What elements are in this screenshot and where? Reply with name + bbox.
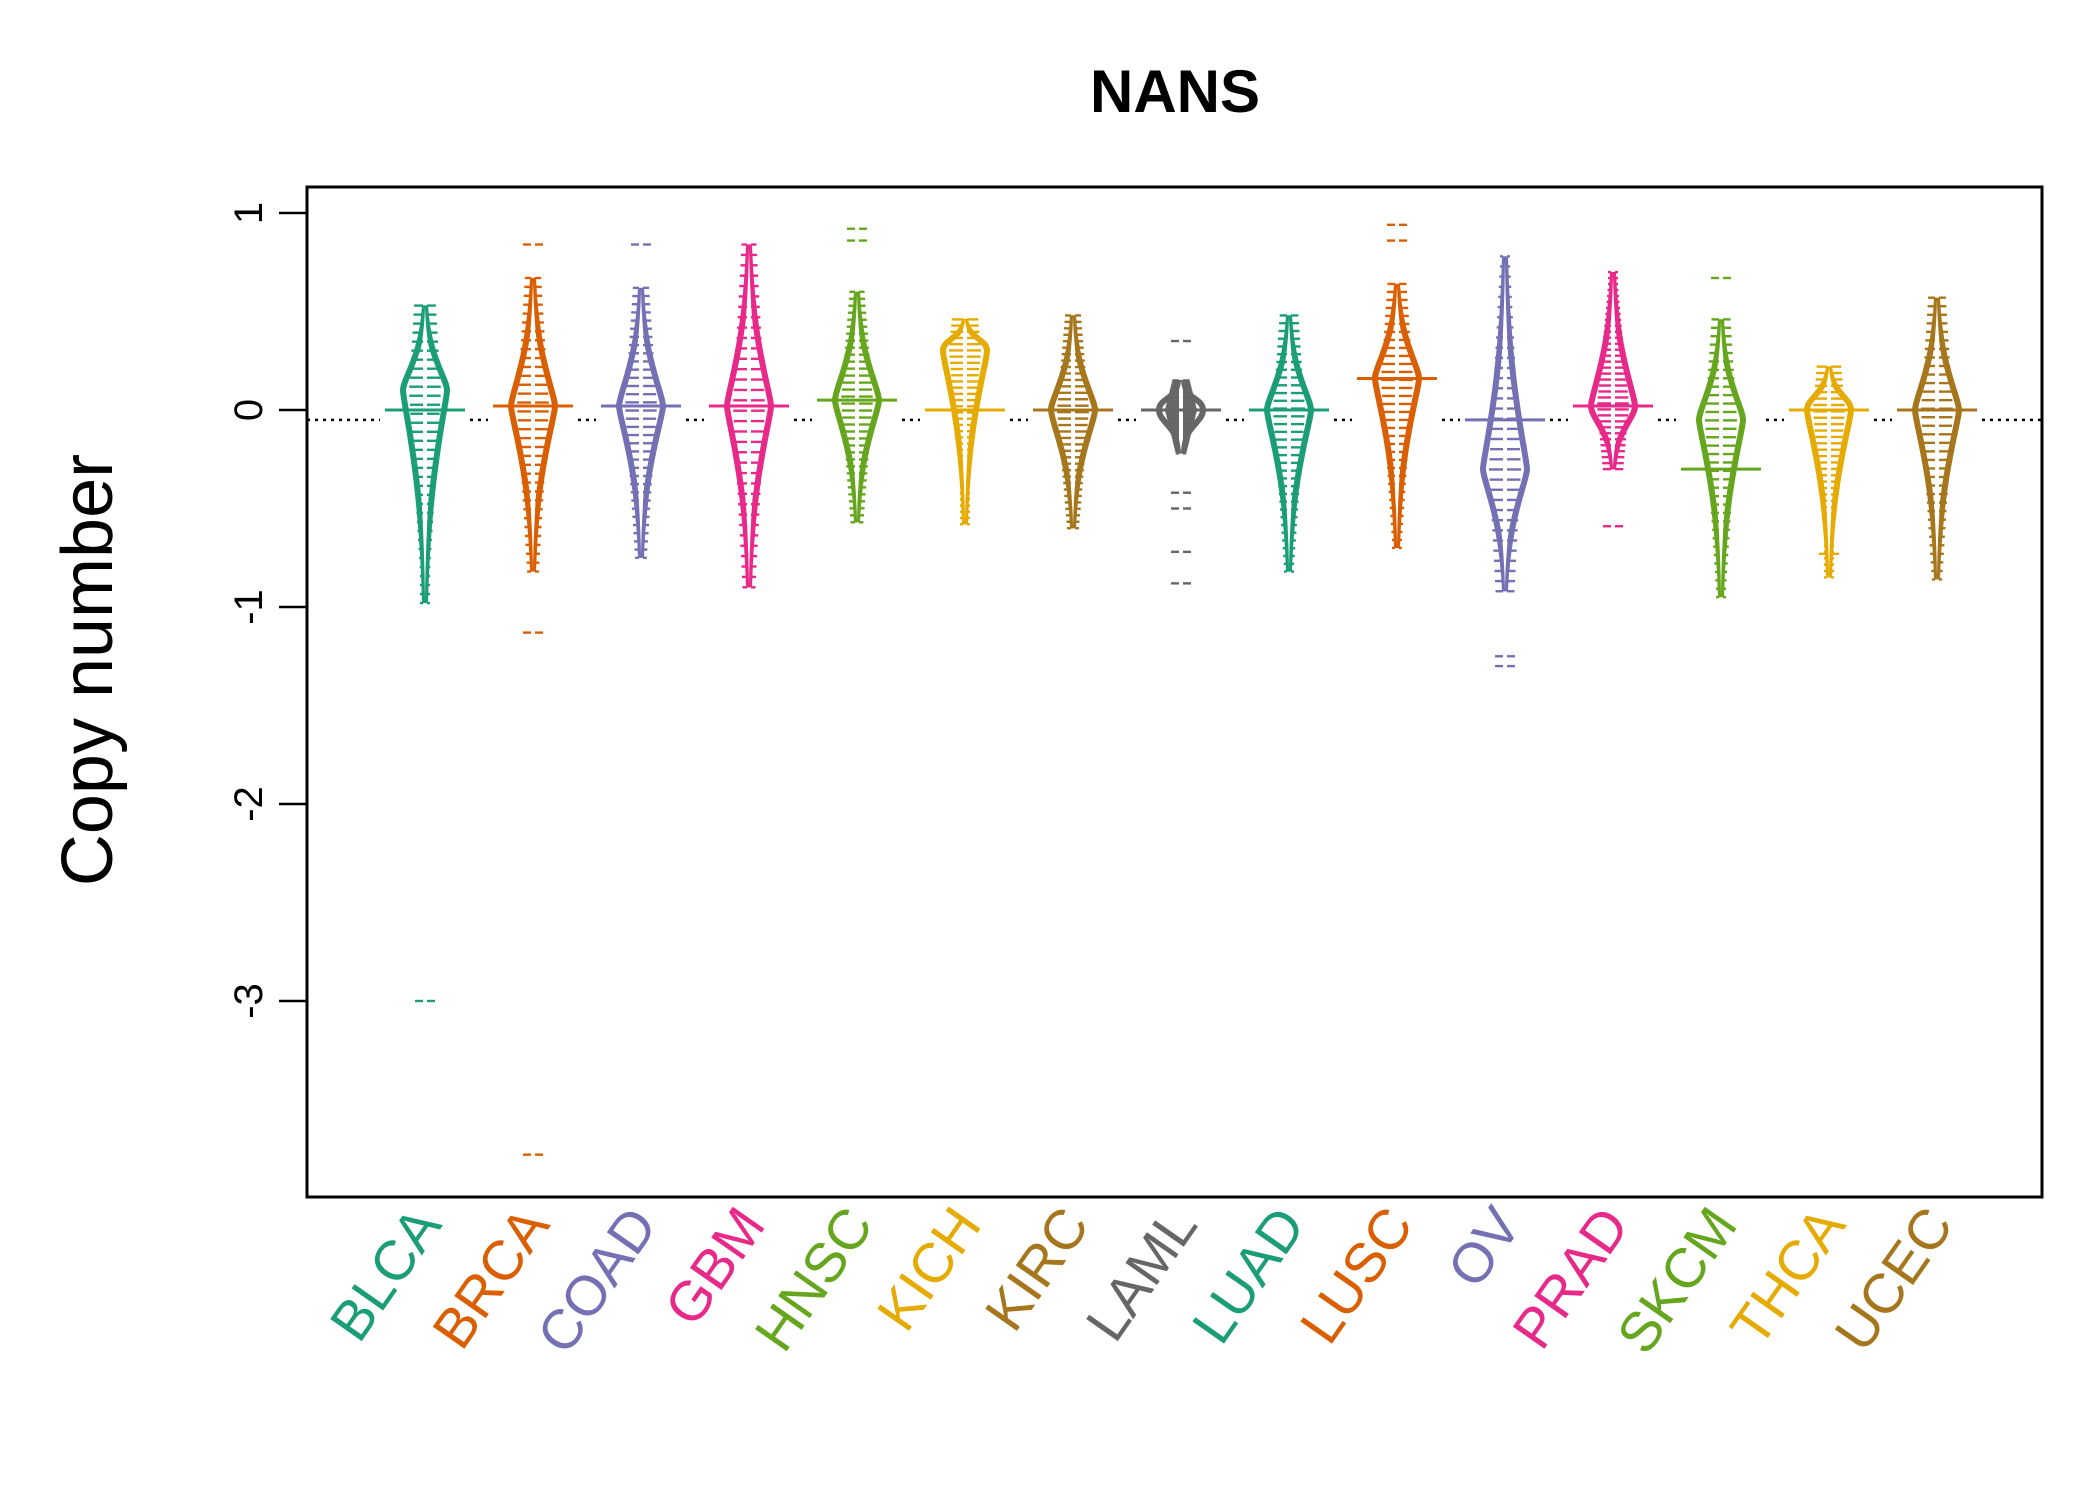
bean-kirc (1033, 314, 1113, 530)
x-tick-label: KICH (864, 1196, 992, 1342)
x-tick-label: SKCM (1604, 1196, 1748, 1365)
y-tick-label: -1 (227, 589, 271, 625)
density-outline (1047, 315, 1099, 529)
density-outline (1263, 315, 1315, 572)
bean-luad (1249, 314, 1329, 573)
x-tick-label: HNSC (742, 1196, 885, 1362)
density-inner (1384, 285, 1410, 545)
density-outline (723, 244, 775, 588)
plot-frame (305, 185, 2044, 1199)
x-tick-label: LAML (1073, 1196, 1209, 1352)
bean-hnsc (817, 227, 897, 524)
density-inner (1924, 299, 1950, 577)
y-tick-label: -3 (227, 983, 271, 1019)
density-outline (399, 305, 451, 604)
density-outline (939, 318, 991, 525)
bean-coad (601, 243, 681, 559)
bean-skcm (1681, 276, 1761, 599)
density-outline (831, 291, 883, 523)
bean-lusc (1357, 223, 1437, 550)
bean-ucec (1897, 296, 1977, 581)
bean-gbm (709, 243, 789, 589)
density-outline (1587, 271, 1639, 470)
density-outline (1155, 379, 1207, 454)
bean-ov (1465, 255, 1545, 668)
bean-laml (1141, 339, 1221, 585)
x-tick-label: OV (1435, 1195, 1533, 1298)
x-tick-label: LUSC (1288, 1196, 1425, 1355)
density-outline (1911, 297, 1963, 580)
density-outline (507, 277, 559, 572)
density-inner (412, 307, 438, 599)
y-tick-label: -2 (227, 786, 271, 822)
density-inner (844, 293, 870, 520)
bean-prad (1573, 270, 1653, 528)
bean-thca (1789, 365, 1869, 579)
density-outline (1695, 319, 1747, 598)
density-inner (1816, 367, 1842, 575)
density-outline (1371, 283, 1423, 548)
bean-blca (385, 304, 465, 1003)
density-inner (1276, 317, 1302, 569)
y-tick-label: 0 (227, 399, 271, 421)
y-axis-label: Copy number (48, 454, 128, 886)
density-inner (1600, 274, 1626, 468)
bean-kich (925, 318, 1005, 526)
density-inner (1492, 260, 1518, 589)
density-inner (1708, 321, 1734, 594)
density-outline (1479, 256, 1531, 592)
density-inner (1060, 317, 1086, 526)
plot-layer (307, 223, 2042, 1156)
x-tick-label: UCEC (1822, 1196, 1965, 1362)
x-tick-label: COAD (524, 1196, 668, 1365)
chart-title: NANS (1090, 58, 1260, 125)
density-outline (615, 287, 667, 558)
x-tick-label: LUAD (1180, 1196, 1317, 1355)
density-inner (520, 280, 546, 569)
density-inner (736, 247, 762, 584)
y-axis: 1 0 -1 -2 -3 (227, 202, 309, 1019)
y-tick-label: 1 (227, 202, 271, 224)
density-inner (628, 290, 654, 555)
bean-brca (493, 243, 573, 1156)
